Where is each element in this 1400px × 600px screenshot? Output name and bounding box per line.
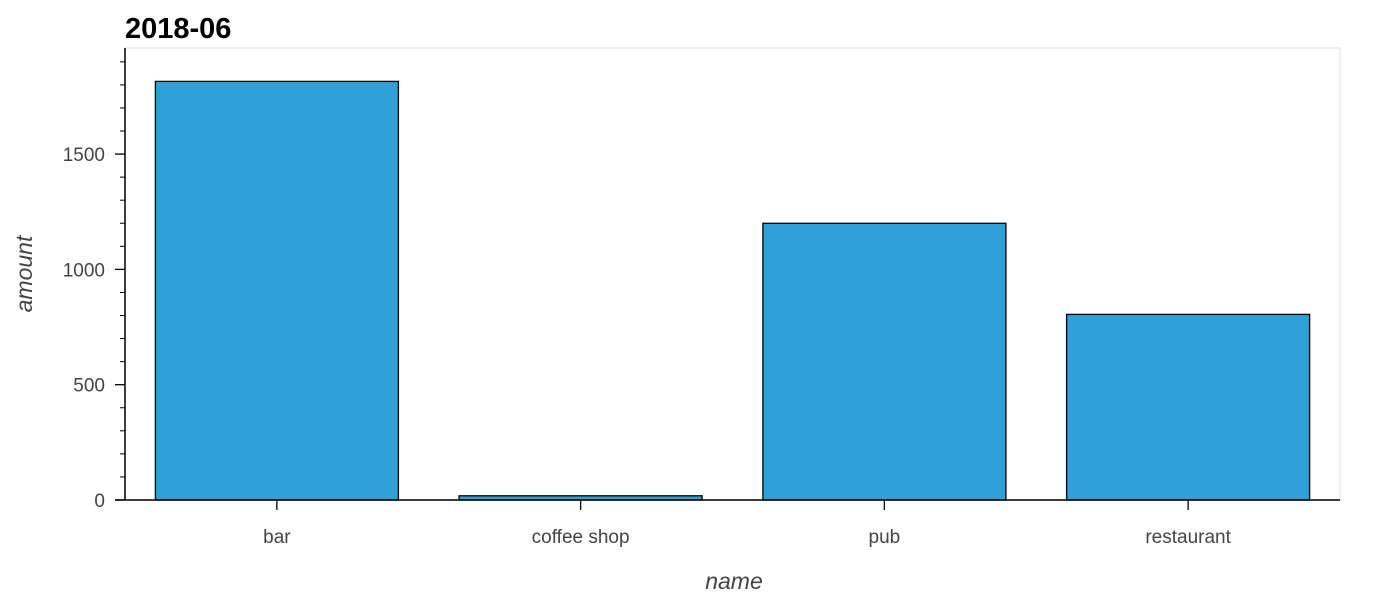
y-tick-label: 1500 xyxy=(63,145,105,166)
y-tick-label: 1000 xyxy=(63,260,105,281)
bar-pub xyxy=(762,222,1007,501)
x-tick-label: bar xyxy=(263,527,291,548)
y-axis-label: amount xyxy=(11,234,37,312)
chart-title: 2018-06 xyxy=(125,13,231,45)
x-axis-label: name xyxy=(705,568,763,594)
bar-bar xyxy=(154,80,400,501)
y-tick-label: 500 xyxy=(73,376,105,397)
x-tick-label: restaurant xyxy=(1145,527,1231,548)
y-ticks-group: 0 500 1000 1500 xyxy=(63,61,125,512)
x-ticks-group: bar coffee shop pub restaurant xyxy=(263,500,1232,548)
bar-restaurant xyxy=(1065,313,1311,501)
x-tick-label: coffee shop xyxy=(532,527,630,548)
axes-group xyxy=(115,48,1340,501)
y-tick-label: 0 xyxy=(94,491,105,512)
x-tick-label: pub xyxy=(869,527,901,548)
bars-group xyxy=(154,80,1311,501)
